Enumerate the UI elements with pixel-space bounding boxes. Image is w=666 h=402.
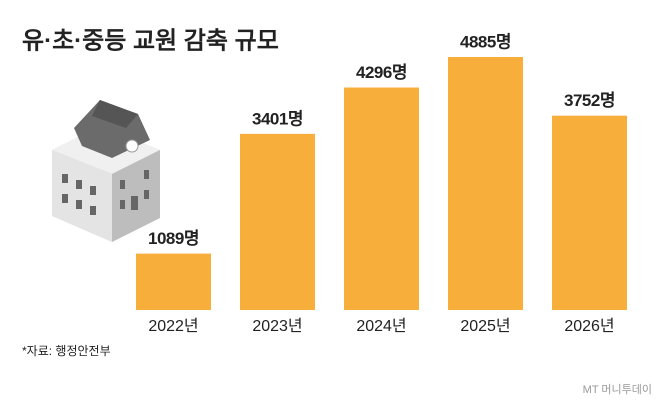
bar — [552, 115, 627, 310]
value-label: 1089명 — [148, 229, 199, 248]
value-label: 4885명 — [460, 32, 511, 51]
bar — [240, 133, 315, 310]
bar — [344, 87, 419, 311]
value-label: 3752명 — [564, 91, 615, 110]
x-tick-label: 2022년 — [148, 317, 198, 335]
bar — [448, 57, 523, 310]
x-tick-label: 2025년 — [460, 317, 510, 335]
x-tick-label: 2024년 — [356, 317, 406, 335]
source: *자료: 행정안전부 — [22, 343, 111, 358]
bar — [136, 253, 211, 310]
value-label: 4296명 — [356, 63, 407, 82]
school-illustration — [52, 100, 160, 242]
x-tick-label: 2023년 — [252, 317, 302, 335]
value-label: 3401명 — [252, 109, 303, 128]
chart-title: 유·초·중등 교원 감축 규모 — [22, 27, 279, 54]
x-tick-label: 2026년 — [564, 317, 614, 335]
watermark: MT 머니투데이 — [583, 383, 652, 396]
